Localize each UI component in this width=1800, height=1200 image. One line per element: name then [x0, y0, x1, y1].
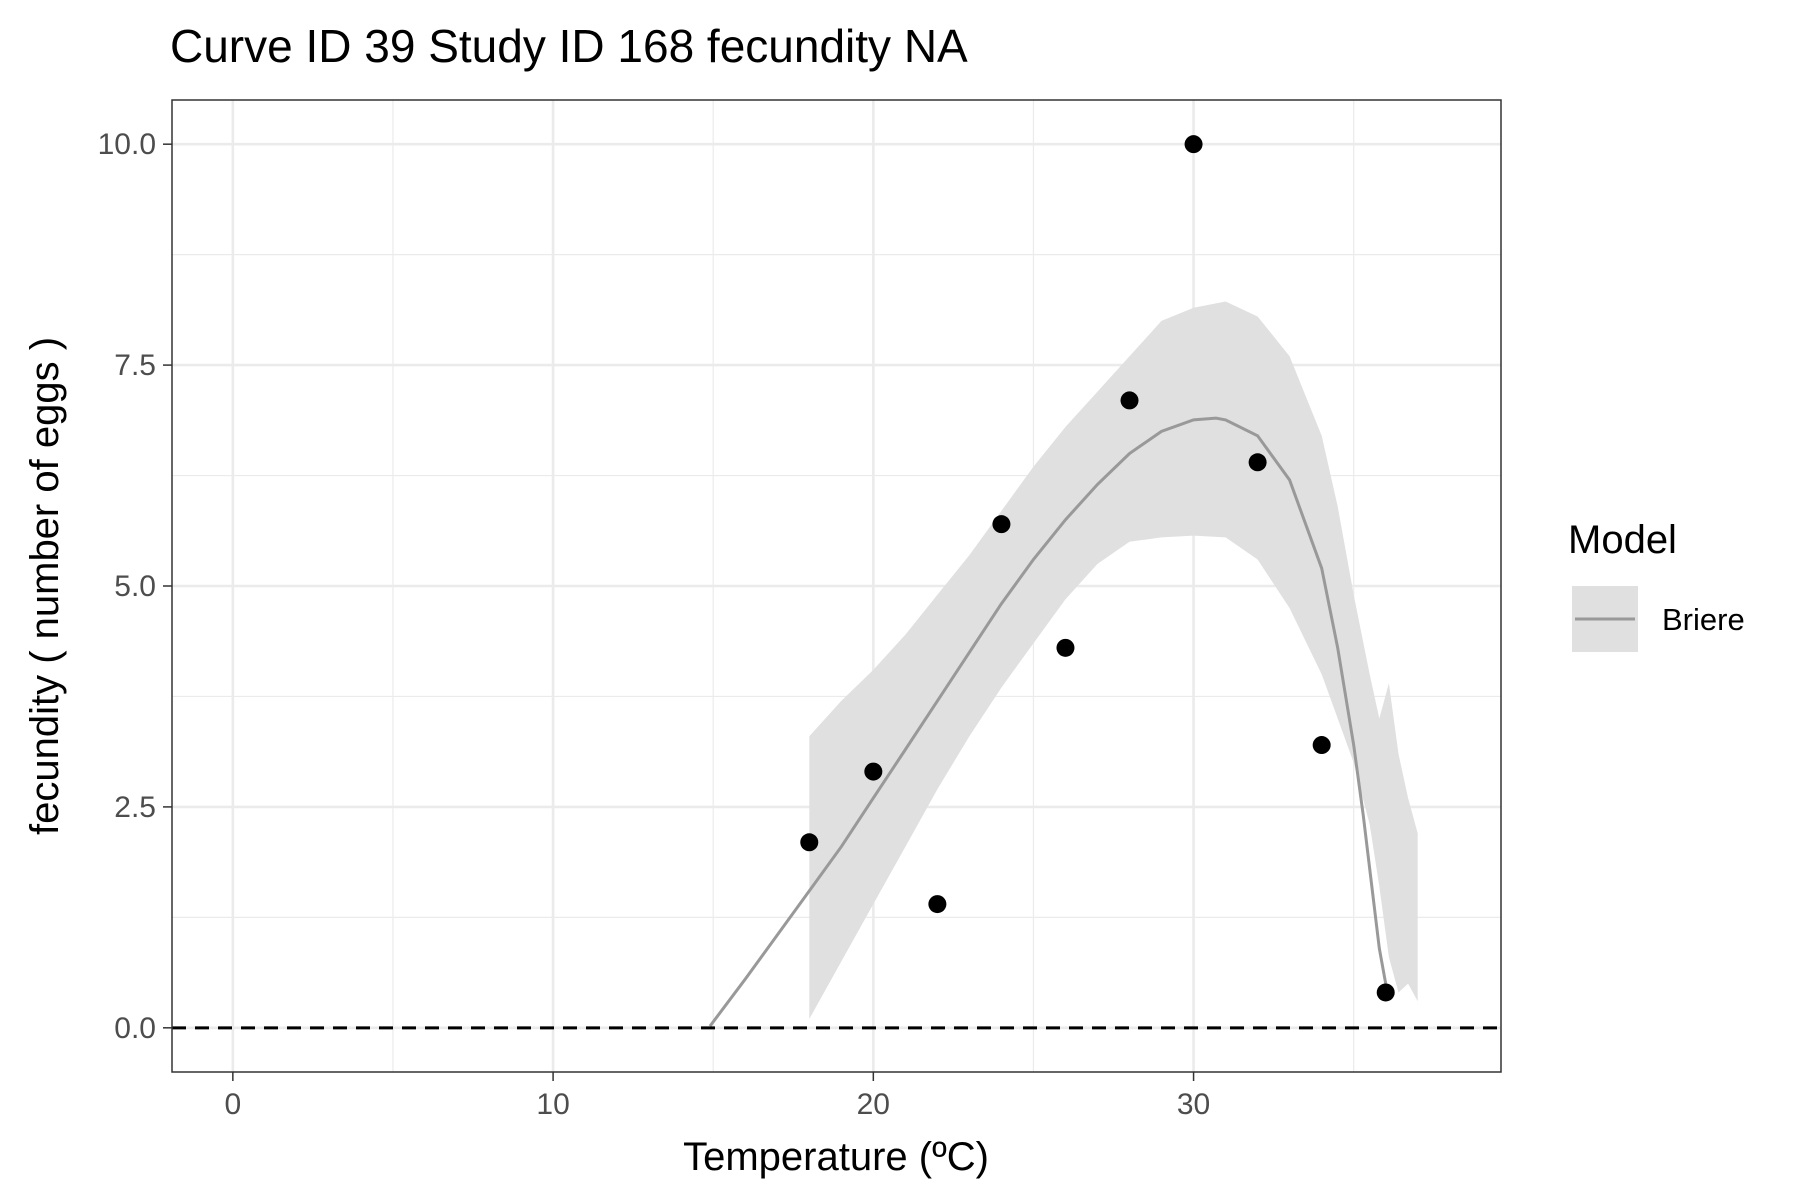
data-point: [1248, 453, 1267, 472]
x-axis-ticks: 0 10 20 30: [225, 1072, 1210, 1121]
data-point: [1056, 638, 1075, 657]
data-point: [800, 833, 819, 852]
data-points: [800, 135, 1395, 1002]
x-tick-label: 30: [1177, 1088, 1210, 1121]
data-point: [1120, 391, 1139, 410]
y-axis-ticks: 0.0 2.5 5.0 7.5 10.0: [98, 128, 172, 1045]
y-tick-label: 5.0: [114, 570, 156, 603]
x-tick-label: 0: [225, 1088, 242, 1121]
briere-curve: [708, 416, 1388, 1028]
data-point: [992, 515, 1011, 534]
confidence-band: [809, 301, 1418, 1019]
data-point: [1376, 983, 1395, 1002]
y-axis-title: fecundity ( number of eggs ): [23, 337, 67, 835]
y-tick-label: 10.0: [98, 128, 156, 161]
legend-label-briere: Briere: [1662, 602, 1745, 637]
data-point: [1184, 135, 1203, 154]
x-tick-label: 20: [857, 1088, 890, 1121]
legend-title: Model: [1568, 518, 1677, 562]
x-axis-title: Temperature (ºC): [683, 1135, 989, 1179]
data-point: [928, 895, 947, 914]
y-tick-label: 2.5: [114, 791, 156, 824]
x-tick-label: 10: [536, 1088, 569, 1121]
data-point: [864, 762, 883, 781]
legend: Model Briere: [1568, 518, 1745, 652]
y-tick-label: 7.5: [114, 349, 156, 382]
data-point: [1312, 736, 1331, 755]
y-tick-label: 0.0: [114, 1012, 156, 1045]
chart-title: Curve ID 39 Study ID 168 fecundity NA: [170, 20, 968, 72]
plot-panel: [171, 99, 1502, 1073]
